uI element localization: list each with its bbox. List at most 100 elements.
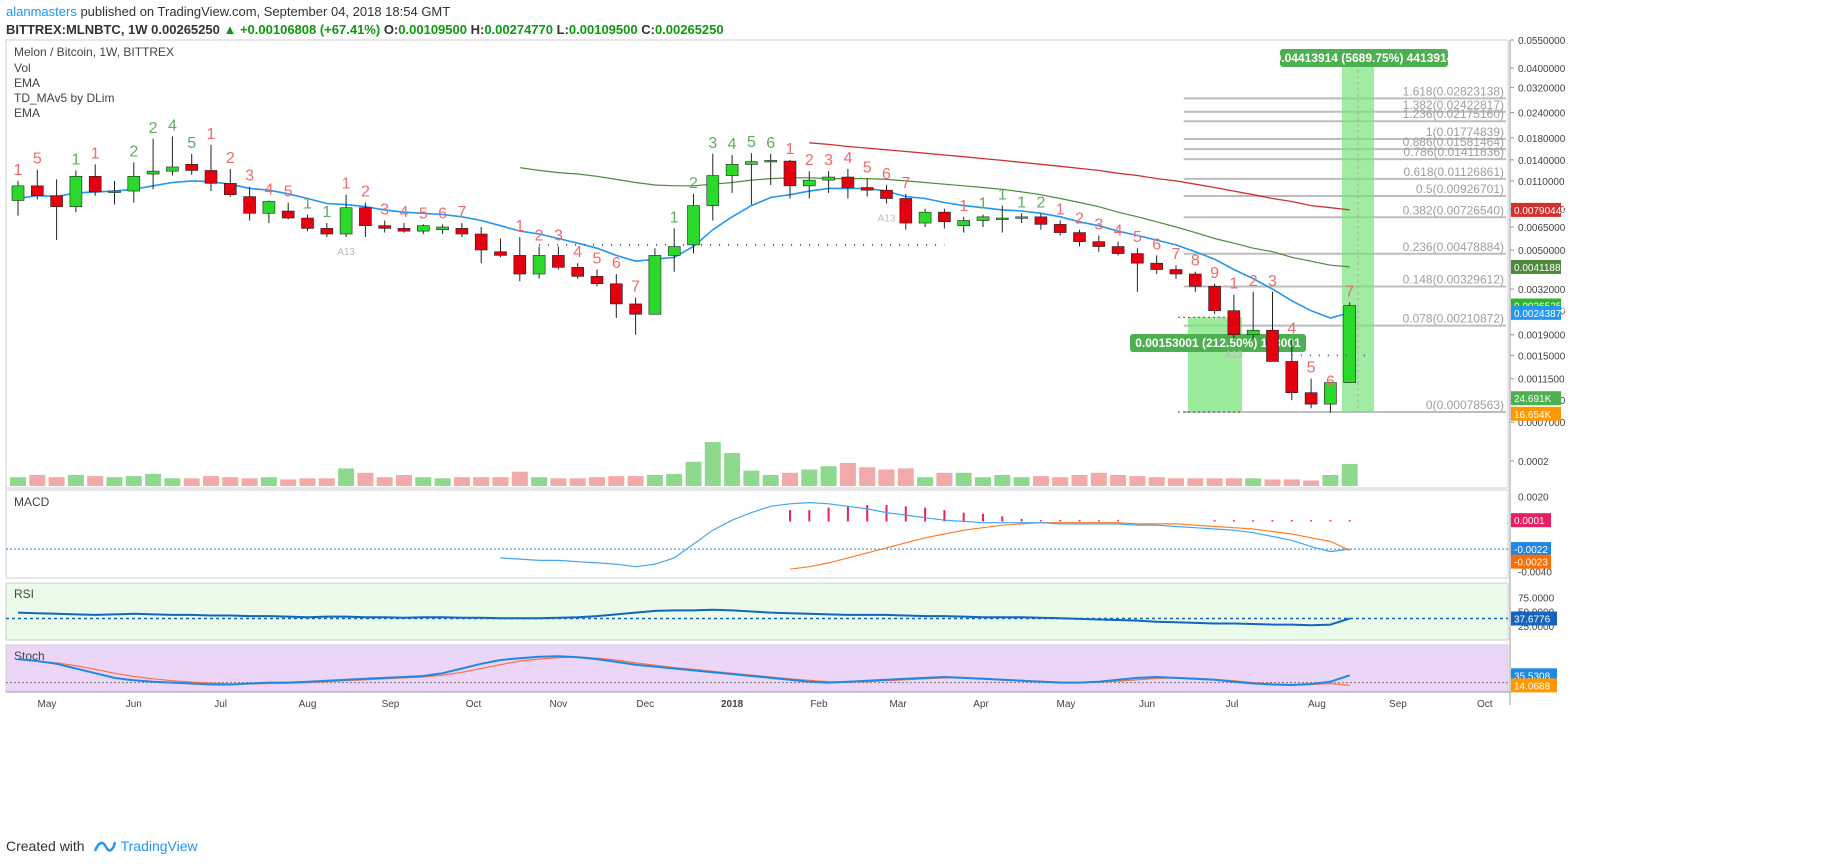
author-link[interactable]: alanmasters	[6, 4, 77, 19]
volume-bar	[1303, 480, 1320, 486]
td-count-label: 5	[419, 205, 428, 222]
time-tick-label: Jul	[1226, 699, 1239, 710]
ema-short-line	[17, 180, 1350, 319]
volume-bar	[589, 477, 605, 486]
volume-bar	[878, 469, 895, 486]
td-count-label: 8	[1191, 253, 1200, 270]
candle-body	[1053, 224, 1067, 233]
main-panel	[5, 39, 1509, 489]
volume-bar	[1206, 478, 1223, 486]
td-count-label: 1	[14, 162, 23, 179]
td-count-label: 9	[1210, 265, 1219, 282]
candle-body	[416, 225, 430, 232]
volume-bar	[608, 476, 625, 486]
price-tick-label: 0.0002	[1518, 457, 1549, 468]
candle-body	[1246, 329, 1260, 336]
td-count-label: 2	[535, 228, 544, 245]
volume-bar	[280, 479, 297, 486]
fib-level-label: 0(0.00078563)	[1426, 398, 1504, 412]
fib-level-label: 0.886(0.01581464)	[1403, 135, 1504, 149]
time-tick-label: Jun	[1139, 699, 1155, 710]
low-value: 0.00109500	[568, 22, 638, 37]
candle-body	[629, 303, 642, 315]
volume-bar	[376, 477, 393, 486]
td-count-label: 5	[284, 183, 293, 200]
candle-body	[841, 176, 855, 188]
td-count-label: 7	[1345, 283, 1354, 300]
macd-tick-label: -0.0040	[1518, 568, 1552, 579]
price-tick-label: 0.0110000	[1518, 177, 1565, 188]
td-count-label: 1	[71, 151, 80, 168]
tradingview-brand[interactable]: TradingView	[93, 838, 198, 854]
time-tick-label: Jul	[214, 699, 227, 710]
volume-bar	[897, 468, 914, 486]
volume-bar	[415, 477, 432, 486]
fib-level-label: 0.786(0.01411836)	[1403, 145, 1504, 159]
td-count-label: 3	[554, 228, 563, 245]
td-small-label: A13	[1225, 349, 1243, 360]
td-count-label: 3	[1268, 273, 1277, 290]
candle-body	[1189, 273, 1202, 287]
rsi-line	[17, 608, 1351, 627]
td-count-label: 2	[149, 120, 158, 137]
last-price: 0.00265250	[151, 22, 220, 37]
time-tick-label: Aug	[299, 699, 317, 710]
volume-bar	[685, 461, 702, 486]
volume-bar	[724, 453, 741, 486]
macd-badge	[1511, 542, 1551, 557]
legend-entry: TD_MAv5 by DLim	[14, 91, 114, 105]
candle-body	[11, 185, 25, 201]
volume-bar	[1090, 472, 1107, 486]
candle-body	[1131, 253, 1144, 264]
position-label: 0.00153001 (212.50%) 153001	[1135, 336, 1301, 350]
volume-bar	[975, 477, 991, 486]
stoch-k-line	[17, 655, 1351, 687]
rsi-title: RSI	[14, 587, 34, 601]
volume-bar	[1264, 479, 1281, 486]
price-tick-label: 0.0400000	[1518, 64, 1566, 75]
volume-bar	[1187, 478, 1204, 486]
td-count-label: 7	[631, 279, 640, 296]
price-change: ▲ +0.00106808 (+67.41%)	[223, 22, 381, 37]
td-count-label: 6	[882, 166, 891, 183]
volume-bar	[492, 477, 509, 486]
volume-bar	[1052, 477, 1069, 486]
fib-level-label: 0.618(0.01126861)	[1403, 165, 1504, 179]
candle-body	[436, 226, 449, 231]
td-count-label: 2	[129, 143, 138, 160]
candle-body	[1034, 216, 1048, 225]
volume-bar	[473, 477, 490, 486]
td-count-label: 7	[457, 204, 466, 221]
td-count-label: 1	[998, 187, 1007, 204]
candle-body	[378, 225, 392, 229]
candle-body	[243, 196, 256, 214]
volume-bar	[531, 477, 548, 486]
td-count-label: 5	[33, 151, 42, 168]
candle-body	[301, 217, 314, 229]
candle-body	[166, 166, 179, 172]
price-tick-label: 0.0011500	[1518, 375, 1565, 386]
stoch-badge-label: 14.0688	[1514, 681, 1551, 692]
candle-body	[995, 217, 1009, 220]
candle-body	[552, 255, 565, 268]
td-count-label: 7	[1172, 246, 1181, 263]
candle-body	[1073, 232, 1086, 242]
price-tick-label: 0.0050000	[1518, 246, 1566, 257]
td-count-label: 2	[805, 152, 814, 169]
td-count-label: 3	[380, 202, 389, 219]
fib-level-label: 0.078(0.00210872)	[1403, 312, 1504, 326]
td-count-label: 5	[1133, 229, 1142, 246]
tradingview-label: TradingView	[120, 838, 198, 854]
candle-body	[30, 185, 44, 196]
td-small-label: A13	[337, 247, 355, 258]
td-count-label: 1	[322, 204, 331, 221]
volume-bar	[955, 472, 972, 486]
volume-bar	[1110, 475, 1127, 486]
rsi-badge	[1511, 611, 1557, 626]
open-label: O:	[383, 22, 399, 37]
fib-level-label: 1.236(0.02175160)	[1403, 107, 1504, 121]
volume-bar	[67, 475, 84, 486]
td-count-label: 4	[400, 204, 409, 221]
td-count-label: 3	[245, 168, 254, 185]
